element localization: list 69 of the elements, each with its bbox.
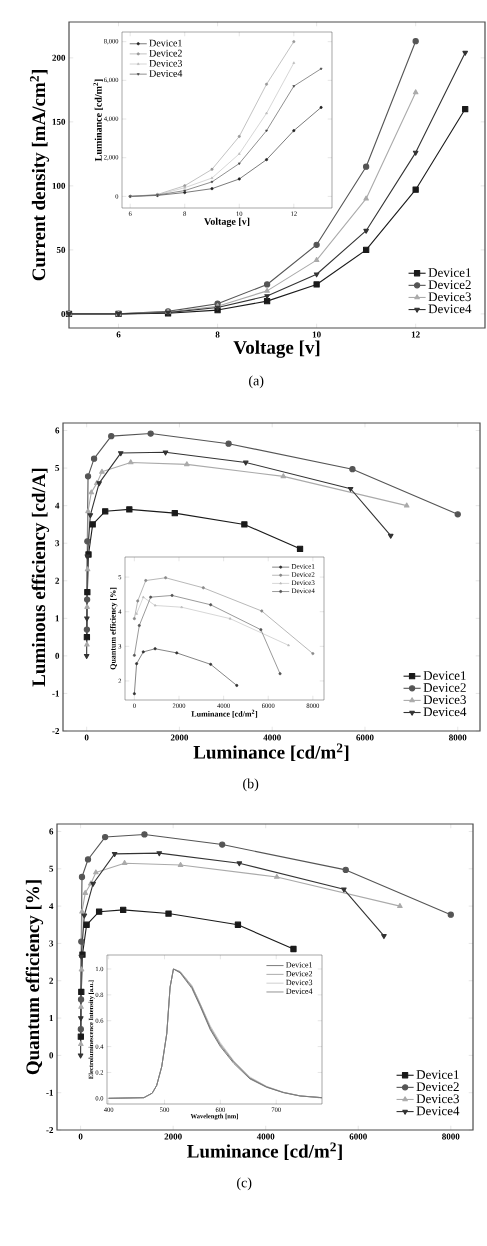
legend-label: Device2 xyxy=(423,683,466,692)
y-tick-label: 1 xyxy=(55,615,59,622)
y-tick-label: 4 xyxy=(49,903,54,910)
legend-label: Device3 xyxy=(416,1094,459,1104)
legend-label: Device1 xyxy=(416,1070,459,1079)
x-tick-label: 12 xyxy=(411,331,420,338)
y-axis-title: Current density [mA/cm$^{2}$] xyxy=(29,70,50,281)
x-tick-label: 4000 xyxy=(256,1133,275,1140)
y-tick-label: 3 xyxy=(55,540,60,547)
y-tick-label: 2 xyxy=(49,977,54,984)
legend-label: Device3 xyxy=(149,59,183,67)
x-axis-title: Luminance [cd/m$^{2}$] xyxy=(187,1142,342,1161)
legend-label: Device1 xyxy=(423,671,466,680)
y-tick-label: 100 xyxy=(52,182,66,189)
legend-label: Device3 xyxy=(423,695,466,705)
legend-label: Device4 xyxy=(423,707,467,717)
x-tick-label: 10 xyxy=(312,331,321,338)
legend-label: Device3 xyxy=(286,979,313,986)
y-tick-label: 5 xyxy=(49,865,54,872)
legend-label: Device1 xyxy=(428,268,471,277)
text: (c) xyxy=(237,1177,252,1191)
y-tick-label: 5 xyxy=(55,465,60,472)
y-tick-label: 150 xyxy=(52,118,66,125)
x-tick-label: 6000 xyxy=(356,734,374,741)
y-tick-label: -2 xyxy=(46,1127,54,1133)
legend-label: Device2 xyxy=(416,1082,459,1092)
legend-label: Device2 xyxy=(286,970,313,977)
legend-label: Device3 xyxy=(428,292,471,302)
x-axis-title: Voltage [v] xyxy=(233,340,320,358)
y-tick-label: -1 xyxy=(52,690,59,697)
x-axis-title: Voltage [v] xyxy=(204,217,250,227)
legend-label: Device4 xyxy=(416,1106,460,1116)
legend-label: Device4 xyxy=(149,70,183,77)
y-tick-label: 1 xyxy=(49,1015,53,1022)
y-axis-title: Quantum efficiency [%] xyxy=(110,587,118,670)
y-axis-title: Luminance [cd/m$^{2}$] xyxy=(93,79,103,162)
y-axis-title: Quantum efficiency [%] xyxy=(25,880,44,1075)
y-tick-label: 0 xyxy=(55,652,60,659)
x-tick-label: 8000 xyxy=(442,1133,460,1140)
text: (a) xyxy=(249,375,264,389)
x-tick-label: 2000 xyxy=(170,734,189,741)
x-tick-label: 8 xyxy=(215,331,220,338)
y-tick-label: 4 xyxy=(55,502,60,509)
legend-label: Device4 xyxy=(428,304,472,314)
legend-label: Device4 xyxy=(286,988,313,994)
x-tick-label: 6000 xyxy=(349,1133,367,1140)
x-tick-label: 0 xyxy=(78,1133,83,1140)
y-tick-label: 0 xyxy=(61,310,66,317)
y-tick-label: 3 xyxy=(49,940,54,947)
legend-label: Device2 xyxy=(149,49,182,57)
y-tick-label: 2 xyxy=(55,577,60,584)
x-tick-label: 4000 xyxy=(263,734,281,741)
x-tick-label: 8000 xyxy=(449,734,467,741)
x-tick-label: 2000 xyxy=(164,1133,182,1140)
x-tick-label: 0 xyxy=(84,734,89,741)
legend-label: Device1 xyxy=(149,39,182,47)
y-tick-label: -1 xyxy=(46,1089,53,1096)
text: (b) xyxy=(243,778,259,792)
y-tick-label: 6 xyxy=(49,828,54,835)
y-tick-label: 50 xyxy=(56,246,66,253)
legend-label: Device2 xyxy=(428,280,471,290)
legend-label: Device1 xyxy=(286,962,313,968)
x-axis-title: Luminance [cd/m$^{2}$] xyxy=(193,743,349,762)
y-tick-label: -2 xyxy=(52,728,60,734)
y-tick-label: 200 xyxy=(52,54,66,61)
y-tick-label: 6 xyxy=(55,427,60,434)
y-tick-label: 0 xyxy=(49,1052,54,1059)
x-axis-title: Luminance [cd/m$^{2}$] xyxy=(191,709,258,718)
y-axis-title: Luminous efficiency [cd/A] xyxy=(31,468,50,687)
